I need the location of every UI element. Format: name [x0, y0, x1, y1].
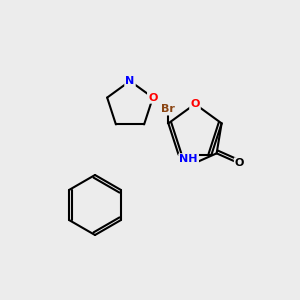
- Text: O: O: [190, 99, 200, 109]
- Text: O: O: [148, 93, 158, 103]
- Text: O: O: [235, 158, 244, 168]
- Text: Br: Br: [161, 104, 175, 114]
- Text: N: N: [125, 76, 135, 86]
- Text: NH: NH: [179, 154, 198, 164]
